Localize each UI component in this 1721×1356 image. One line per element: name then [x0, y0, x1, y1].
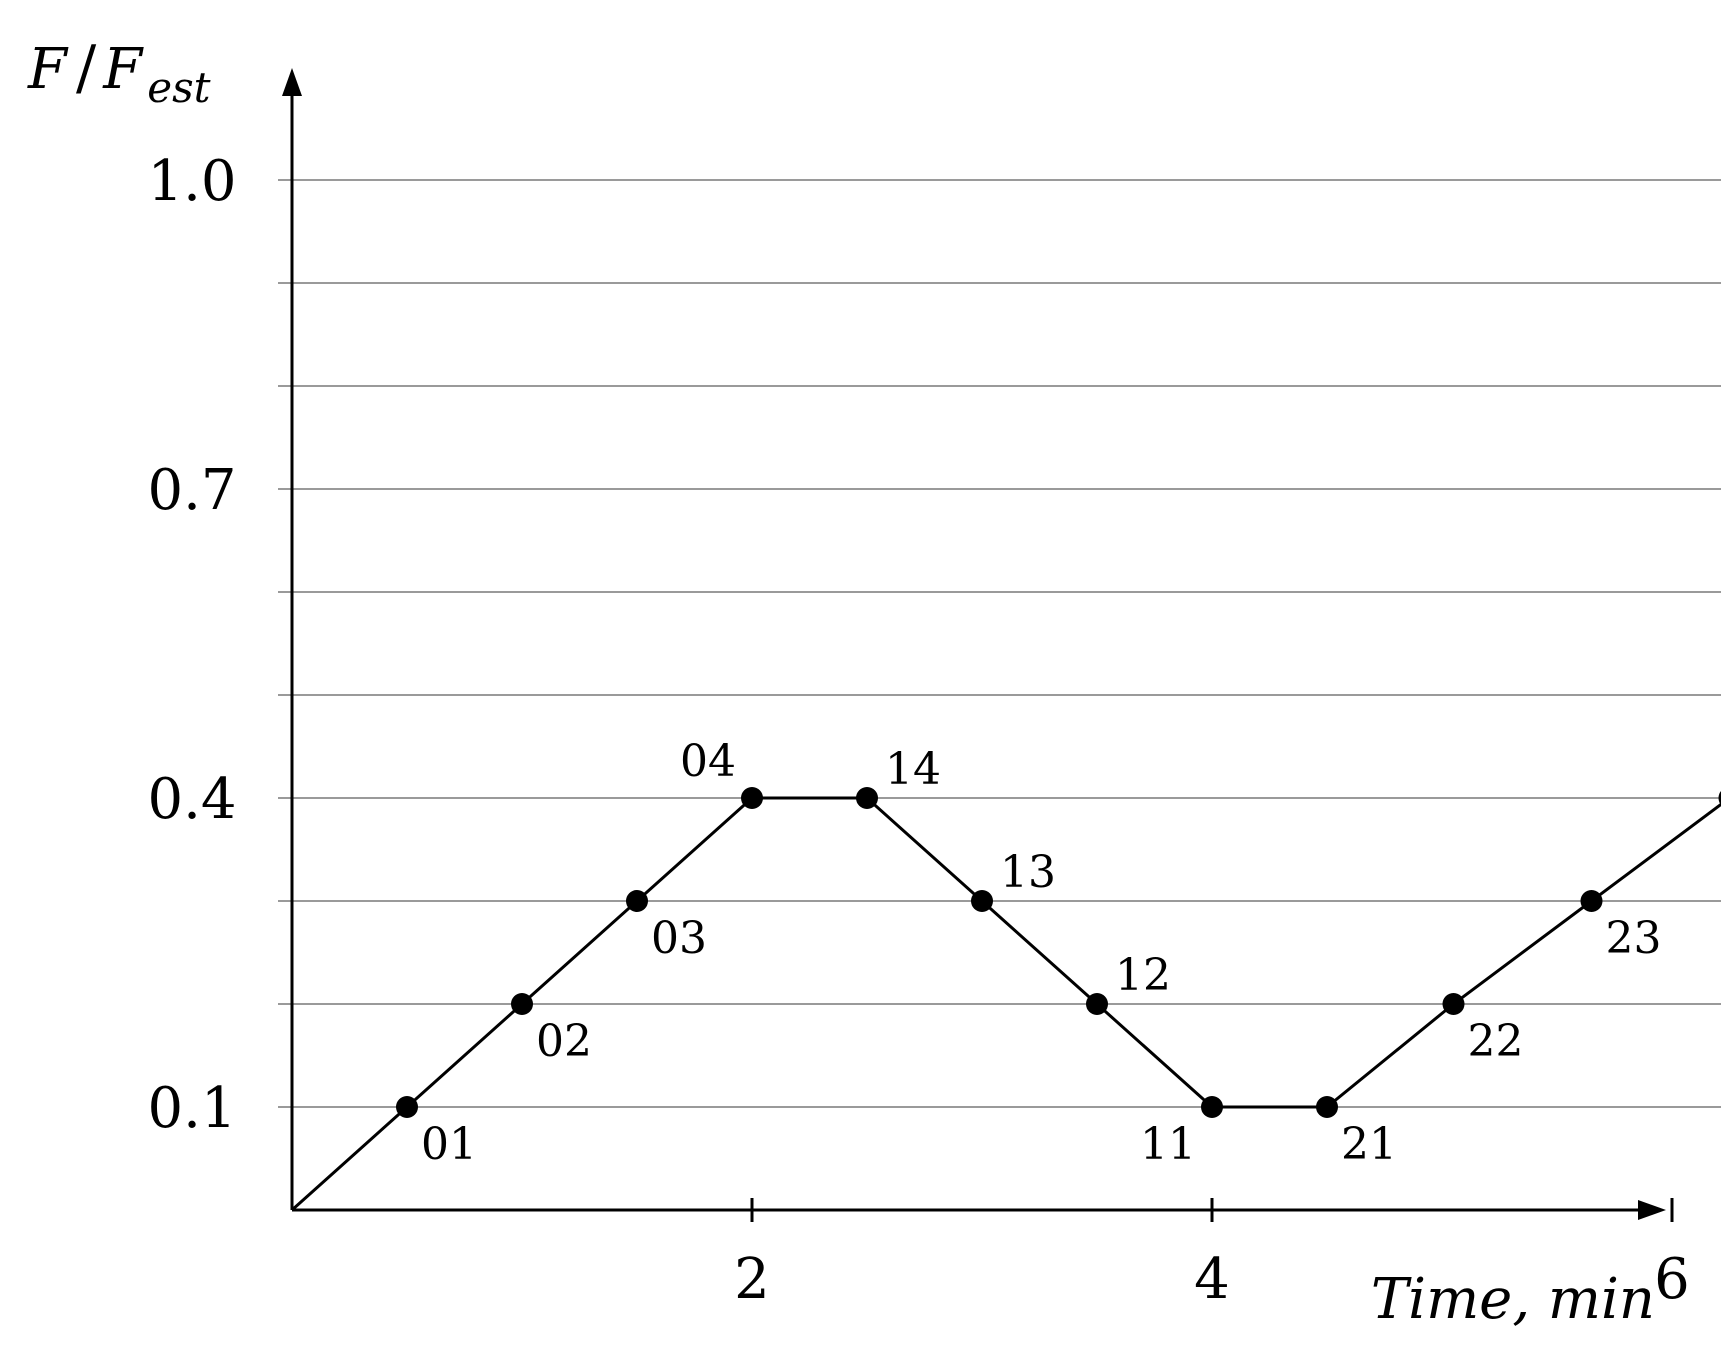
- x-tick-label-2: 2: [734, 1247, 770, 1312]
- data-point-label-11: 11: [1140, 1119, 1196, 1170]
- x-axis-arrow: [1638, 1200, 1666, 1220]
- data-point-04: [741, 787, 763, 809]
- data-point-label-02: 02: [536, 1016, 592, 1067]
- data-point-14: [856, 787, 878, 809]
- data-point-label-04: 04: [680, 736, 736, 787]
- data-point-21: [1316, 1096, 1338, 1118]
- data-point-03: [626, 890, 648, 912]
- y-ticks: 0.1 0.4 0.7 1.0: [147, 149, 236, 1141]
- data-point-12: [1086, 993, 1108, 1015]
- axes: [282, 68, 1666, 1220]
- y-axis-title-slash: /: [76, 33, 97, 103]
- y-axis-title: F / F est: [27, 33, 211, 112]
- data-point-13: [971, 890, 993, 912]
- data-point-label-21: 21: [1341, 1119, 1397, 1170]
- data-point-label-14: 14: [885, 744, 941, 795]
- data-point-label-13: 13: [1000, 847, 1056, 898]
- y-tick-label-1.0: 1.0: [147, 149, 236, 214]
- x-tick-label-4: 4: [1194, 1247, 1230, 1312]
- data-point-22: [1442, 993, 1465, 1015]
- gridlines: [278, 179, 1721, 1108]
- y-axis-arrow: [282, 68, 302, 96]
- y-axis-title-numerator: F: [27, 37, 69, 102]
- data-point-label-03: 03: [651, 913, 707, 964]
- data-point-label-01: 01: [421, 1119, 477, 1170]
- data-point-11: [1201, 1096, 1223, 1118]
- data-point-label-23: 23: [1606, 913, 1662, 964]
- x-ticks: 2468: [734, 1198, 1690, 1312]
- y-tick-label-0.4: 0.4: [147, 767, 236, 832]
- data-point-23: [1580, 890, 1603, 912]
- data-point-01: [396, 1096, 418, 1118]
- data-point-label-22: 22: [1468, 1016, 1524, 1067]
- y-axis-title-subscript: est: [147, 63, 210, 112]
- data-points: 0102030414131211212223242526272829: [396, 736, 1721, 1170]
- y-tick-label-0.1: 0.1: [147, 1076, 236, 1141]
- series-line-solid: [290, 796, 1721, 1212]
- y-tick-label-0.7: 0.7: [147, 458, 236, 523]
- data-point-02: [511, 993, 533, 1015]
- x-axis-title: Time, min: [1371, 1267, 1655, 1332]
- x-tick-label-6: 6: [1654, 1247, 1690, 1312]
- data-point-24: [1718, 791, 1721, 805]
- y-axis-title-denominator: F: [102, 37, 144, 102]
- data-point-label-12: 12: [1115, 950, 1171, 1001]
